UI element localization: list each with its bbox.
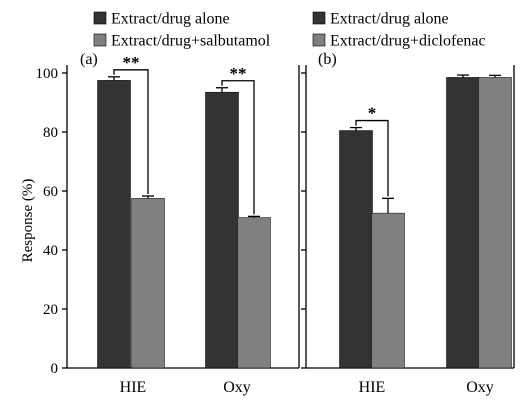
bar-alone — [97, 80, 131, 369]
legend-swatch — [312, 33, 326, 47]
bar-combo — [371, 212, 405, 369]
bar-combo — [237, 217, 271, 369]
significance-bracket — [355, 119, 389, 197]
y-tick-label: 0 — [51, 361, 59, 377]
panel-a: 0 20 40 60 80 100 (a) HIE Oxy ** ** — [36, 51, 300, 396]
chart-panels: 0 20 40 60 80 100 (a) HIE Oxy ** ** (b) HIE Oxy * — [36, 51, 515, 396]
x-tick-label: HIE — [359, 379, 386, 396]
legend-label: Extract/drug alone — [330, 11, 449, 28]
panel-label: (a) — [80, 51, 98, 68]
significance-label: ** — [230, 64, 247, 83]
bar-combo — [478, 77, 512, 369]
y-tick-label: 100 — [36, 66, 59, 82]
bar-combo — [131, 198, 165, 369]
y-axis-title: Response (%) — [20, 179, 36, 263]
x-tick-label: HIE — [120, 379, 147, 396]
legend-label: Extract/drug+salbutamol — [111, 33, 271, 50]
y-tick-label: 80 — [43, 125, 58, 141]
y-tick-label: 60 — [43, 184, 58, 200]
legend: Extract/drug alone Extract/drug+salbutamo… — [93, 11, 486, 50]
x-tick-label: Oxy — [466, 379, 494, 396]
bar-alone — [205, 91, 239, 369]
bar-alone — [446, 77, 480, 369]
panel-label: (b) — [318, 51, 337, 68]
panel-b: (b) HIE Oxy * — [301, 51, 515, 396]
x-tick-label: Oxy — [223, 379, 251, 396]
legend-label: Extract/drug+diclofenac — [330, 33, 486, 50]
legend-swatch — [93, 33, 107, 47]
y-tick-label: 40 — [43, 243, 58, 259]
legend-swatch — [93, 11, 107, 25]
y-tick-label: 20 — [43, 302, 58, 318]
legend-label: Extract/drug alone — [111, 11, 230, 28]
legend-swatch — [312, 11, 326, 25]
significance-bracket — [113, 69, 149, 195]
significance-label: ** — [123, 53, 140, 72]
y-axis-title-group: Response (%) — [20, 179, 36, 263]
significance-label: * — [368, 104, 377, 123]
bar-alone — [339, 130, 373, 369]
significance-bracket — [221, 80, 255, 215]
